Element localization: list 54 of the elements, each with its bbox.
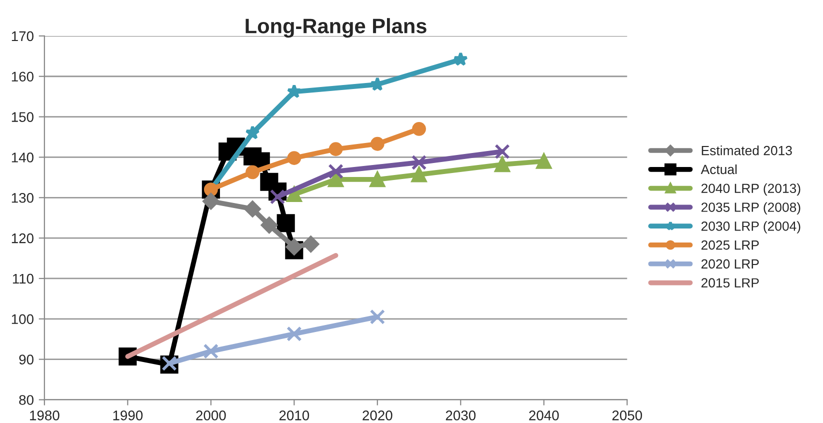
point <box>203 344 219 359</box>
point <box>370 136 384 151</box>
point <box>411 154 427 170</box>
legend-label: Estimated 2013 <box>702 146 792 156</box>
y-tick-label: 150 <box>12 112 34 122</box>
point <box>494 144 510 160</box>
x-tick-label: 2030 <box>446 410 476 420</box>
point <box>536 154 552 169</box>
point <box>370 172 386 188</box>
y-tick-label: 170 <box>12 31 34 42</box>
point <box>494 156 510 172</box>
point <box>260 216 278 234</box>
y-tick-label: 140 <box>12 152 34 162</box>
y-tick-label: 90 <box>19 354 34 364</box>
x-tick-label: 2000 <box>196 410 226 420</box>
point <box>328 164 344 179</box>
point <box>270 189 286 204</box>
point <box>453 52 468 66</box>
legend-label: 2030 LRP (2004) <box>701 221 800 234</box>
point <box>245 125 260 140</box>
legend-label: 2020 LRP <box>701 259 759 269</box>
point <box>246 165 260 180</box>
y-tick-label: 110 <box>12 274 34 284</box>
point <box>302 236 320 252</box>
legend-label: 2015 LRP <box>701 278 759 288</box>
y-tick-label: 100 <box>12 314 34 324</box>
point <box>286 238 302 256</box>
point <box>328 142 343 156</box>
point <box>276 214 295 232</box>
y-tick-label: 160 <box>12 72 34 82</box>
legend-label: 2040 LRP (2013) <box>701 183 800 196</box>
point <box>370 309 386 325</box>
legend-label: 2025 LRP <box>701 240 759 250</box>
x-tick-label: 1990 <box>113 410 143 420</box>
x-tick-label: 1980 <box>30 410 60 420</box>
point <box>162 356 177 371</box>
x-tick-label: 2010 <box>279 410 310 420</box>
point <box>286 326 302 342</box>
point <box>286 84 302 98</box>
x-tick-label: 2040 <box>529 410 559 420</box>
point <box>328 172 344 188</box>
point <box>412 122 426 136</box>
point <box>411 166 427 182</box>
y-tick-label: 80 <box>19 395 34 405</box>
y-tick-label: 130 <box>12 192 34 203</box>
point <box>287 151 302 165</box>
point <box>244 200 261 218</box>
x-tick-label: 2050 <box>612 410 642 420</box>
legend-label: Actual <box>700 164 737 174</box>
chart-title: Long-Range Plans <box>246 18 426 38</box>
y-tick-label: 120 <box>12 233 34 244</box>
point <box>202 193 220 210</box>
x-tick-label: 2020 <box>362 410 392 420</box>
legend-label: 2035 LRP (2008) <box>701 202 800 215</box>
